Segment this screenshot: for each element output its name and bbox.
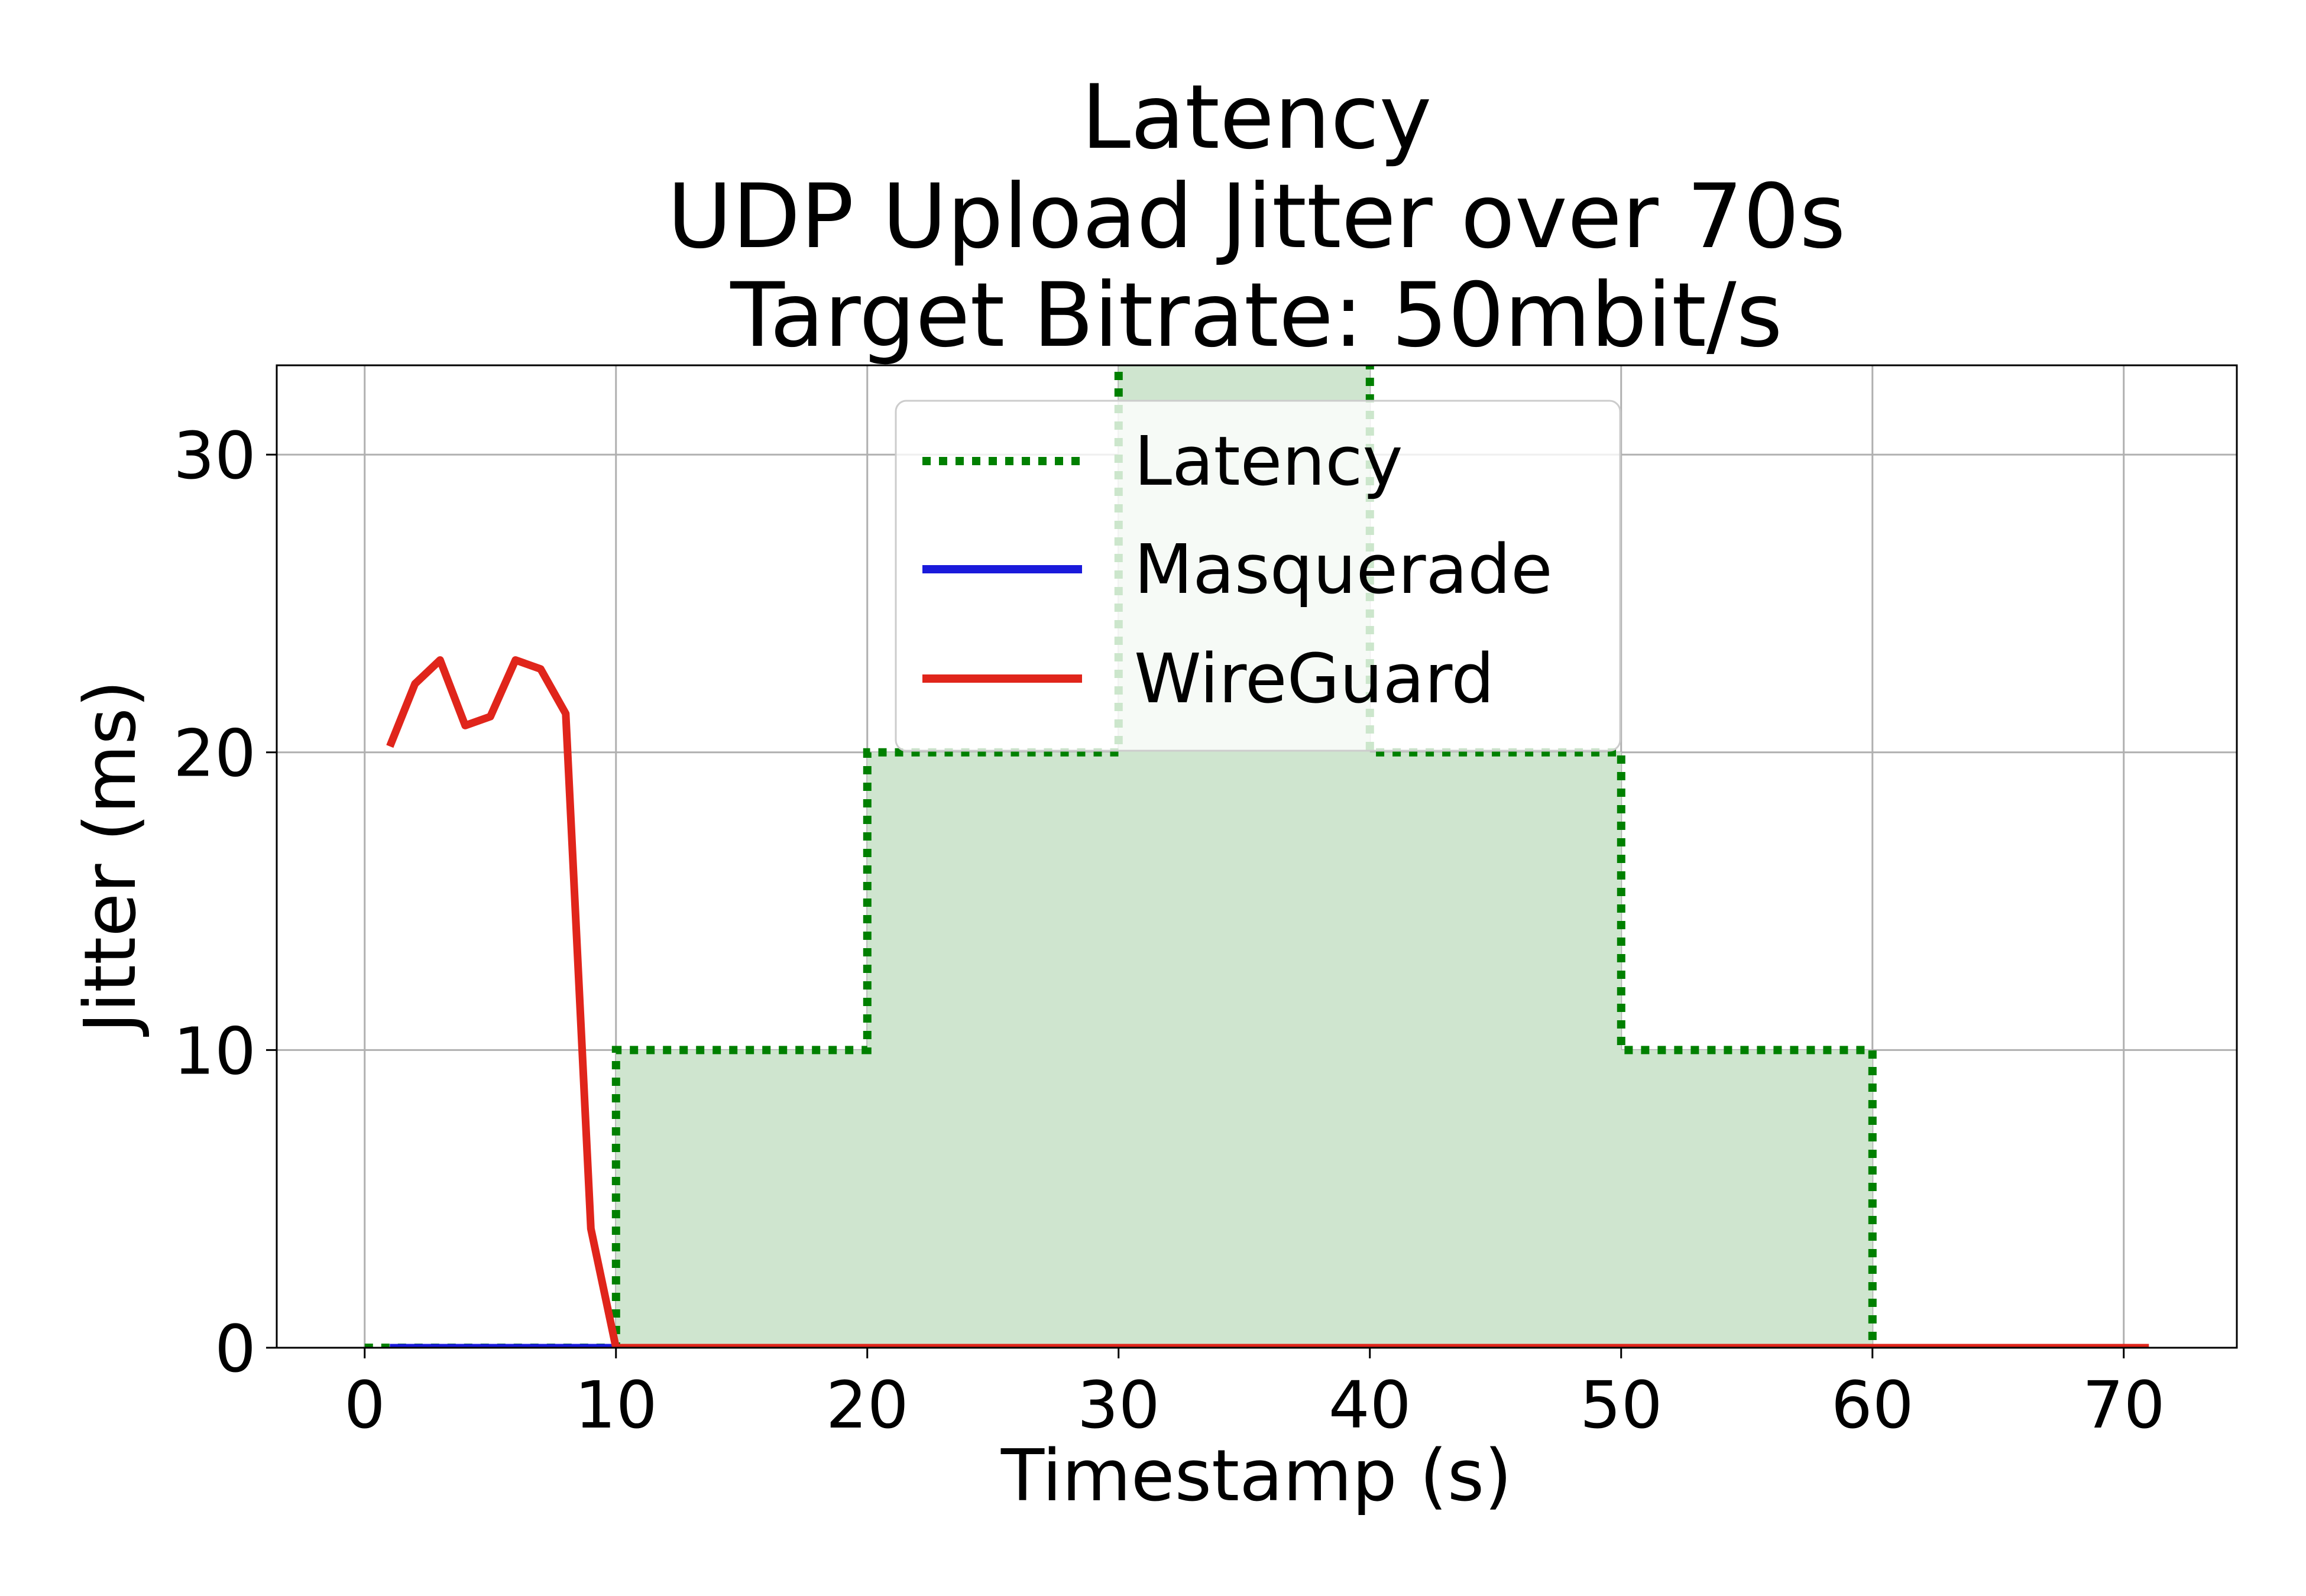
title-line-2: UDP Upload Jitter over 70s xyxy=(667,166,1845,268)
series-line-latency xyxy=(364,365,1877,1348)
series-layer xyxy=(364,365,2149,1348)
x-tick-label: 50 xyxy=(1580,1367,1663,1443)
legend-label-wireguard: WireGuard xyxy=(1134,640,1494,719)
x-tick-label: 0 xyxy=(344,1367,386,1443)
y-tick-label: 10 xyxy=(173,1013,256,1089)
plot-frame xyxy=(276,364,2238,1349)
legend: Latency Masquerade WireGuard xyxy=(895,400,1621,752)
legend-box xyxy=(895,400,1621,752)
x-tick-label: 20 xyxy=(826,1367,909,1443)
title-line-3: Target Bitrate: 50mbit/s xyxy=(730,264,1782,367)
x-tick-label: 10 xyxy=(575,1367,658,1443)
x-tick-label: 30 xyxy=(1077,1367,1160,1443)
chart-title: Latency UDP Upload Jitter over 70s Targe… xyxy=(667,66,1845,367)
legend-label-masquerade: Masquerade xyxy=(1134,530,1553,609)
y-axis-label: Jitter (ms) xyxy=(70,680,152,1037)
x-tick-label: 60 xyxy=(1831,1367,1914,1443)
title-line-1: Latency xyxy=(1081,66,1432,169)
x-axis-label: Timestamp (s) xyxy=(1000,1435,1512,1517)
y-axis-ticks: 0 10 20 30 xyxy=(173,418,277,1387)
area-latency xyxy=(364,365,1873,1348)
series-line-wireguard xyxy=(386,656,2149,1348)
y-tick-label: 20 xyxy=(173,716,256,791)
legend-label-latency: Latency xyxy=(1134,422,1403,501)
y-tick-label: 0 xyxy=(215,1311,256,1387)
x-tick-label: 40 xyxy=(1329,1367,1411,1443)
x-axis-ticks: 0 10 20 30 40 50 60 70 xyxy=(344,1348,2165,1443)
y-tick-label: 30 xyxy=(173,418,256,494)
x-tick-label: 70 xyxy=(2082,1367,2165,1443)
latency-fill xyxy=(364,365,1873,1348)
